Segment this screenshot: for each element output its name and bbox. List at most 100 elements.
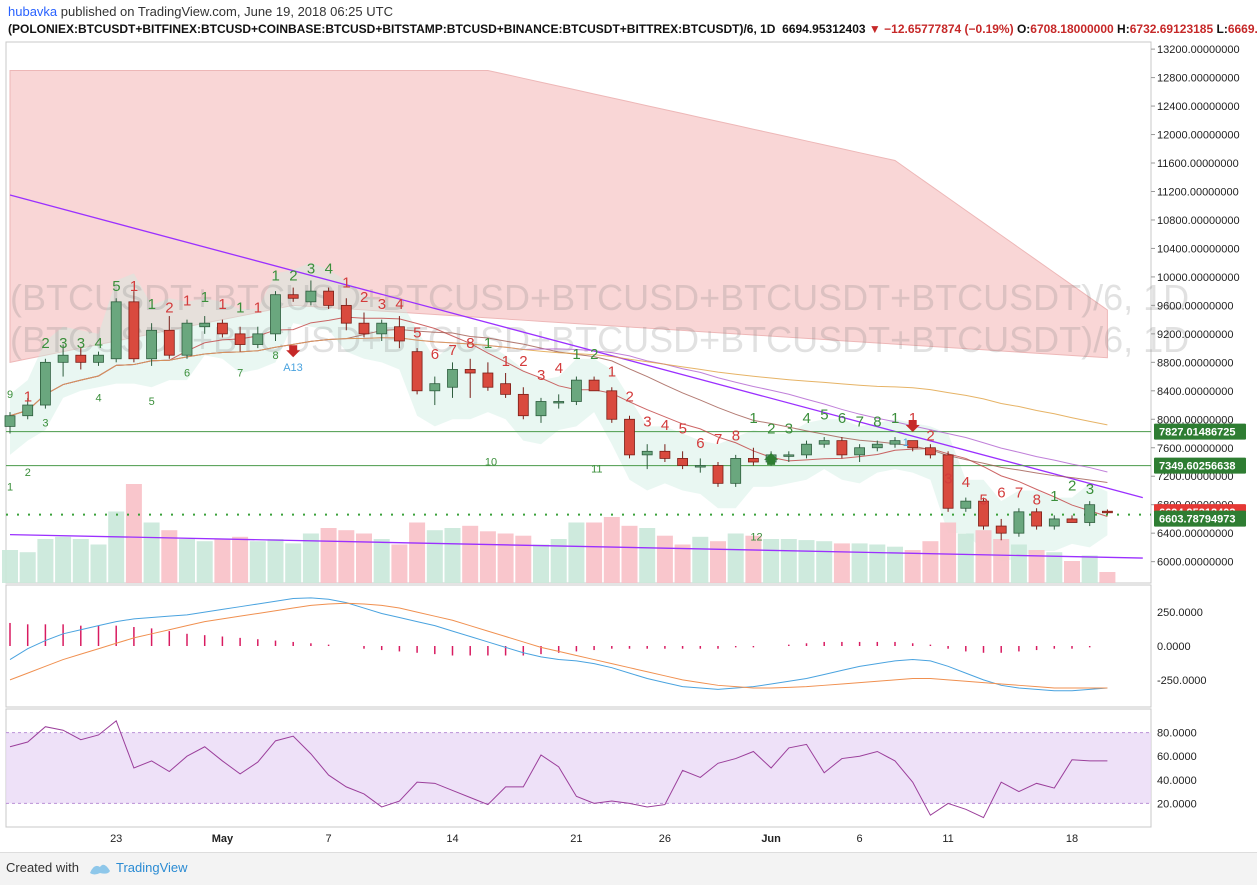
count-label: 10 xyxy=(485,457,497,469)
volume-bar xyxy=(108,511,125,583)
price-tick-label: 9600.00000000 xyxy=(1157,300,1233,312)
price-tick-label: 7200.00000000 xyxy=(1157,471,1233,483)
candle-down xyxy=(907,440,919,449)
td-count-label: 1 xyxy=(236,300,244,317)
symbol-name[interactable]: (POLONIEX:BTCUSDT+BITFINEX:BTCUSD+COINBA… xyxy=(8,22,776,36)
price-label-text: 6603.78794973 xyxy=(1159,514,1235,526)
td-count-label: 1 xyxy=(749,410,757,427)
td-count-label: 2 xyxy=(519,353,527,370)
price-axis[interactable]: 13200.00000000 12800.00000000 12400.000000… xyxy=(1151,44,1240,569)
time-axis-label: 23 xyxy=(110,833,122,845)
tradingview-link[interactable]: TradingView xyxy=(116,860,188,875)
candle-down xyxy=(340,304,352,324)
candle-down xyxy=(482,372,494,388)
volume-bar xyxy=(125,484,142,583)
candle-up xyxy=(783,454,795,457)
candle-down xyxy=(393,326,405,342)
price-label-badge xyxy=(1154,423,1246,440)
count-label: 3 xyxy=(42,417,48,429)
td-count-label: 3 xyxy=(307,260,315,277)
candle-up xyxy=(93,354,104,363)
price-tick-label: 8000.00000000 xyxy=(1157,414,1233,426)
candle-up xyxy=(818,440,830,445)
candle-down xyxy=(411,351,423,392)
td-count-label: 4 xyxy=(395,296,403,313)
volume-bar xyxy=(1064,561,1080,583)
macd-line xyxy=(9,597,1108,692)
macd-pane[interactable] xyxy=(5,584,1152,708)
signal-label: 1 xyxy=(903,437,909,449)
price-tick-label: 6400.00000000 xyxy=(1157,528,1233,540)
td-count-label: 1 xyxy=(342,275,350,292)
candle-down xyxy=(1066,518,1078,523)
td-count-label: 7 xyxy=(714,431,722,448)
volume-bar xyxy=(603,517,620,583)
count-label: 9 xyxy=(7,389,13,401)
low-value: 6669.9 xyxy=(1227,22,1257,36)
td-count-label: 5 xyxy=(112,278,120,295)
published-text: published on TradingView.com, June 19, 2… xyxy=(57,4,393,19)
td-count-label: 3 xyxy=(944,470,952,487)
td-count-label: 3 xyxy=(59,335,67,352)
volume-bar xyxy=(692,536,709,583)
author-link[interactable]: hubavka xyxy=(8,4,58,19)
td-count-label: 3 xyxy=(77,335,85,352)
candle-down xyxy=(163,329,175,356)
count-label: 7 xyxy=(237,368,243,380)
td-count-label: 7 xyxy=(1015,485,1023,502)
rsi-line xyxy=(9,719,1108,819)
td-count-label: 6 xyxy=(431,346,439,363)
candle-down xyxy=(836,440,848,456)
td-count-label: 2 xyxy=(165,300,173,317)
candle-down xyxy=(128,301,140,360)
macd-tick-label: -250.0000 xyxy=(1157,675,1207,687)
time-axis[interactable]: 23 May 7 14 21 26 Jun 6 11 18 xyxy=(110,833,1078,845)
td-count-label: 4 xyxy=(95,335,103,352)
volume-bar xyxy=(922,541,939,583)
macd-signal-line xyxy=(9,602,1108,689)
price-tick-label: 11600.00000000 xyxy=(1157,158,1239,170)
volume-bar xyxy=(161,530,178,583)
chart-header: hubavka published on TradingView.com, Ju… xyxy=(0,0,1257,40)
candle-up xyxy=(694,465,706,468)
candle-down xyxy=(925,447,936,456)
price-tick-label: 10000.00000000 xyxy=(1157,272,1240,284)
volume-bar xyxy=(179,539,195,583)
rsi-band xyxy=(6,732,1151,804)
candles[interactable] xyxy=(4,280,1113,541)
open-value: 6708.18000000 xyxy=(1030,22,1114,36)
volume-bar xyxy=(497,533,514,583)
td-count-label: 1 xyxy=(484,335,492,352)
chart-canvas[interactable]: (BTCUSDT+BTCUSD+BTCUSD+BTCUSD+BTCUSDT+BT… xyxy=(0,40,1257,852)
candle-down xyxy=(659,450,671,459)
td-count-label: 4 xyxy=(803,410,811,427)
tradingview-logo-icon[interactable] xyxy=(88,859,112,877)
td-count-label: 1 xyxy=(130,278,138,295)
price-tick-label: 12800.00000000 xyxy=(1157,73,1240,85)
candle-down xyxy=(500,383,512,395)
td-count-label: 3 xyxy=(643,413,651,430)
td-count-label: 1 xyxy=(218,296,226,313)
candle-up xyxy=(110,301,122,360)
created-with-text: Created with xyxy=(6,860,79,875)
price-tick-label: 13200.00000000 xyxy=(1157,44,1240,56)
volume-bar xyxy=(975,530,992,583)
volume-bar xyxy=(621,525,638,583)
price-label-badge xyxy=(1154,510,1246,527)
candle-up xyxy=(730,458,742,484)
volume-bar xyxy=(19,552,36,583)
td-count-label: 5 xyxy=(980,492,988,509)
volume-bar xyxy=(267,539,284,583)
td-count-label: 2 xyxy=(626,388,634,405)
td-count-label: 4 xyxy=(325,260,333,277)
time-axis-label: May xyxy=(212,833,234,845)
volume-bar xyxy=(887,546,903,583)
td-count-label: 2 xyxy=(767,421,775,438)
candle-up xyxy=(871,443,883,449)
macd-tick-label: 0.0000 xyxy=(1157,641,1191,653)
moving-average-line xyxy=(9,337,1108,426)
volume-bar xyxy=(2,550,18,583)
volume-bar xyxy=(957,533,974,583)
volume-bar xyxy=(320,528,337,583)
